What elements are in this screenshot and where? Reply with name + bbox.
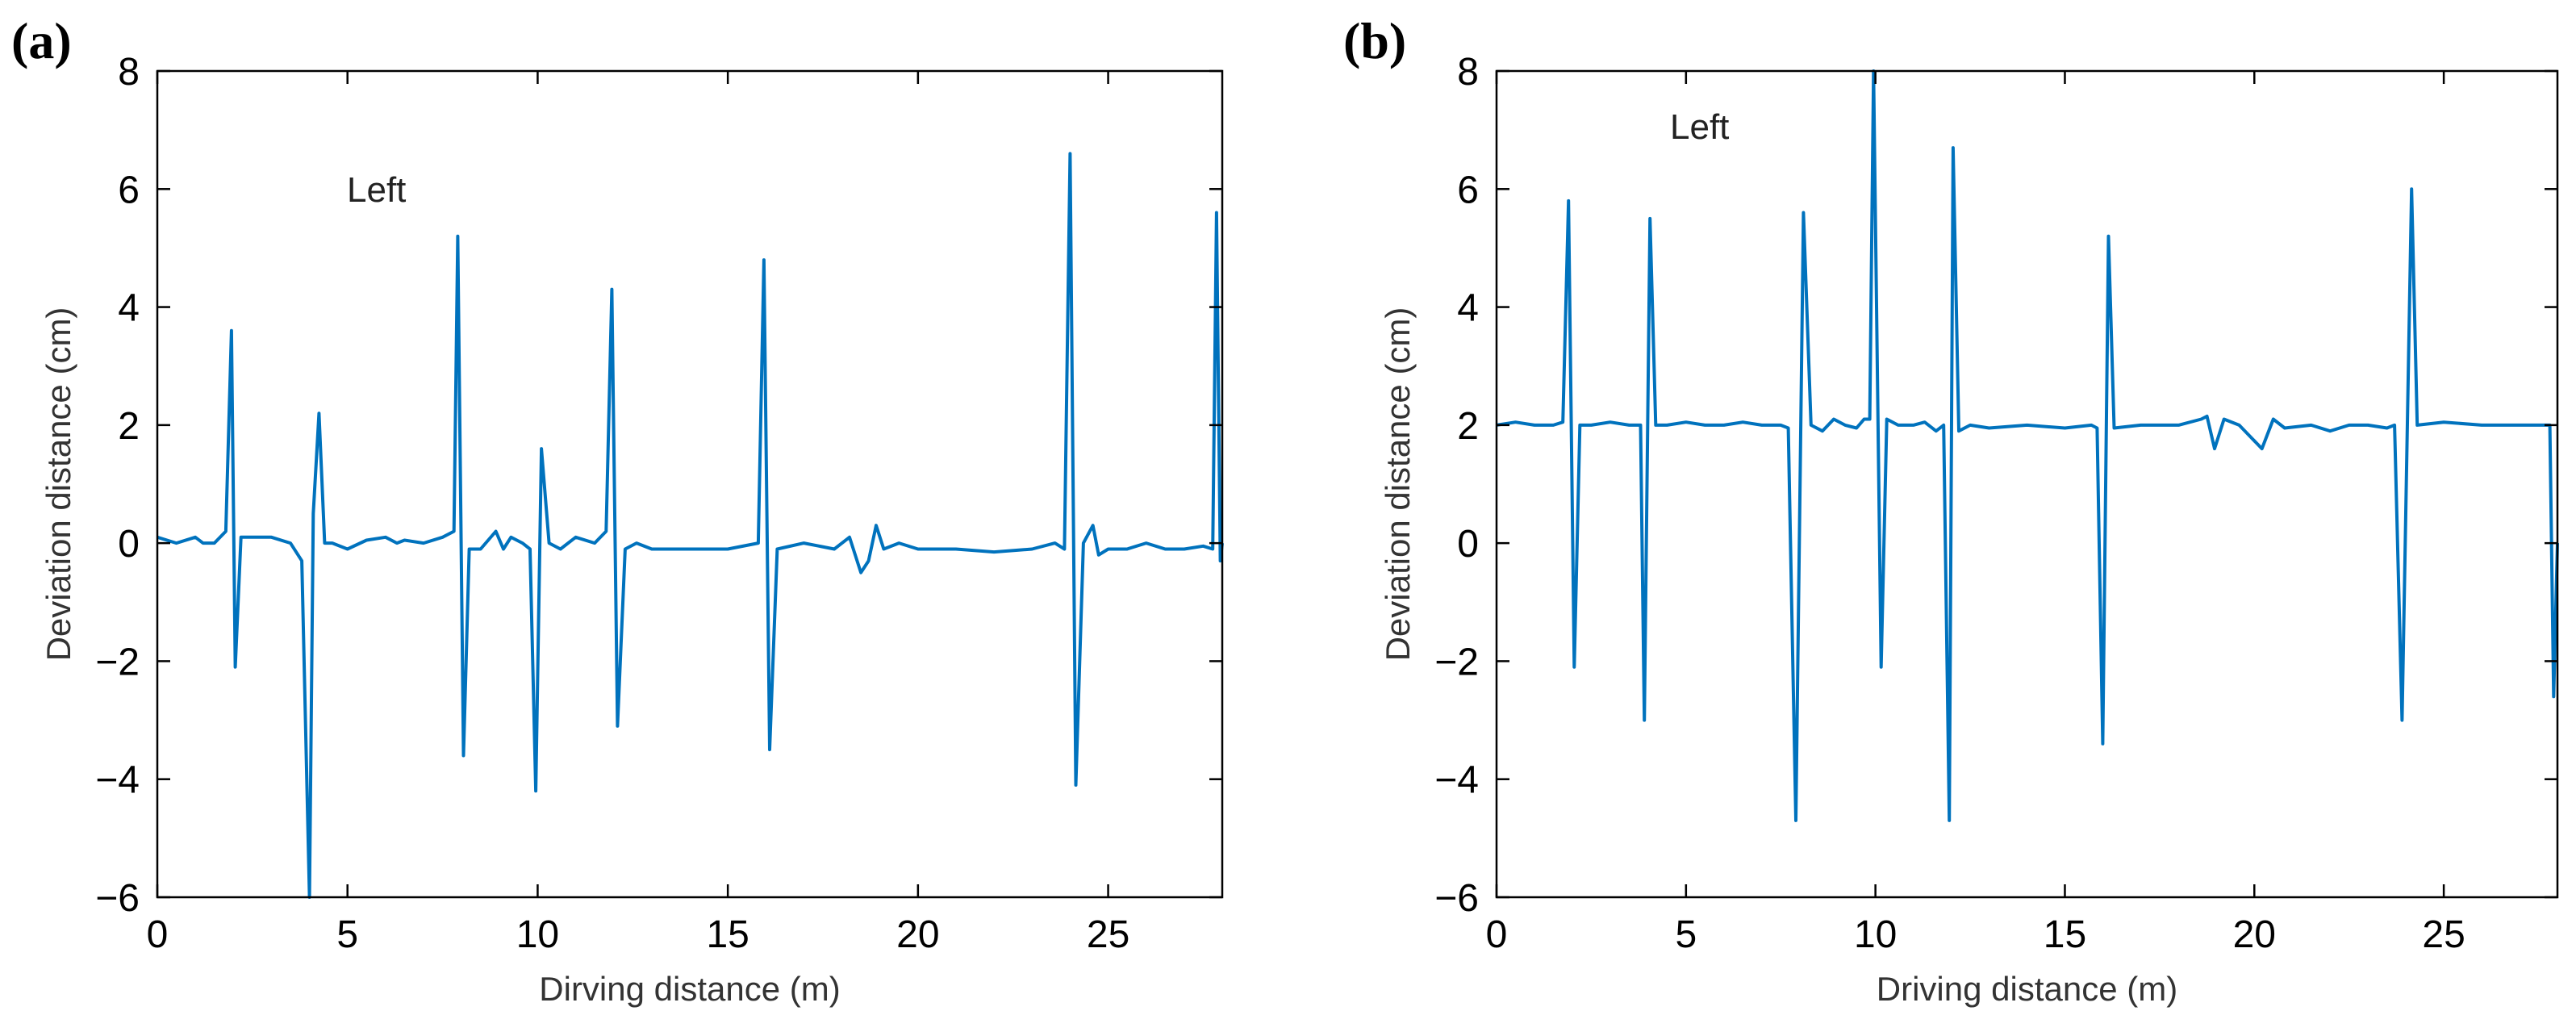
y-tick-label: 0: [118, 523, 140, 566]
series-line-b: [1496, 69, 2559, 822]
x-tick-label: 20: [2233, 913, 2276, 956]
y-tick-label: 4: [1457, 287, 1479, 330]
panel-label: (a): [11, 12, 72, 69]
y-tick-label: 8: [1457, 51, 1479, 94]
plot-frame: [156, 69, 1224, 899]
plot-frame: [1495, 69, 2559, 899]
y-axis-title: Deviation distance (cm): [1379, 307, 1417, 662]
x-tick-label: 0: [1486, 913, 1508, 956]
y-tick-label: −6: [95, 877, 140, 920]
y-tick-label: −4: [1434, 759, 1479, 802]
y-tick-label: −6: [1434, 877, 1479, 920]
annotation-left: Left: [1670, 107, 1729, 147]
panel-label: (b): [1343, 12, 1406, 69]
y-tick-label: 0: [1457, 523, 1479, 566]
y-tick-label: 6: [118, 169, 140, 211]
x-axis-title: Dirving distance (m): [539, 970, 840, 1008]
y-tick-label: −4: [95, 759, 140, 802]
y-tick-label: 2: [118, 405, 140, 448]
x-tick-label: 0: [147, 913, 169, 956]
y-tick-label: −2: [95, 641, 140, 683]
y-tick-label: −2: [1434, 641, 1479, 683]
y-tick-label: 8: [118, 51, 140, 94]
chart-panel-a: (a) 0 5 10 15 20 25 −6 −4 −2 0 2 4 6 8 Dirving distance…: [11, 12, 1224, 1008]
y-tick-label: 4: [118, 287, 140, 330]
x-tick-label: 15: [2044, 913, 2086, 956]
y-tick-label: 6: [1457, 169, 1479, 211]
x-axis-title: Driving distance (m): [1877, 970, 2177, 1008]
x-tick-label: 10: [1854, 913, 1897, 956]
x-tick-label: 10: [516, 913, 559, 956]
x-tick-label: 5: [336, 913, 358, 956]
x-tick-label: 20: [896, 913, 939, 956]
chart-panel-b: (b) 0 5 10 15 20 25 −6 −4 −2 0 2 4 6 8 Driving distance…: [1343, 12, 2559, 1008]
x-tick-label: 25: [1087, 913, 1129, 956]
x-tick-label: 15: [706, 913, 749, 956]
y-axis-title: Deviation distance (cm): [40, 307, 77, 662]
x-tick-label: 5: [1675, 913, 1697, 956]
annotation-left: Left: [347, 170, 406, 210]
y-tick-label: 2: [1457, 405, 1479, 448]
series-line-a: [157, 152, 1224, 899]
x-tick-label: 25: [2422, 913, 2465, 956]
